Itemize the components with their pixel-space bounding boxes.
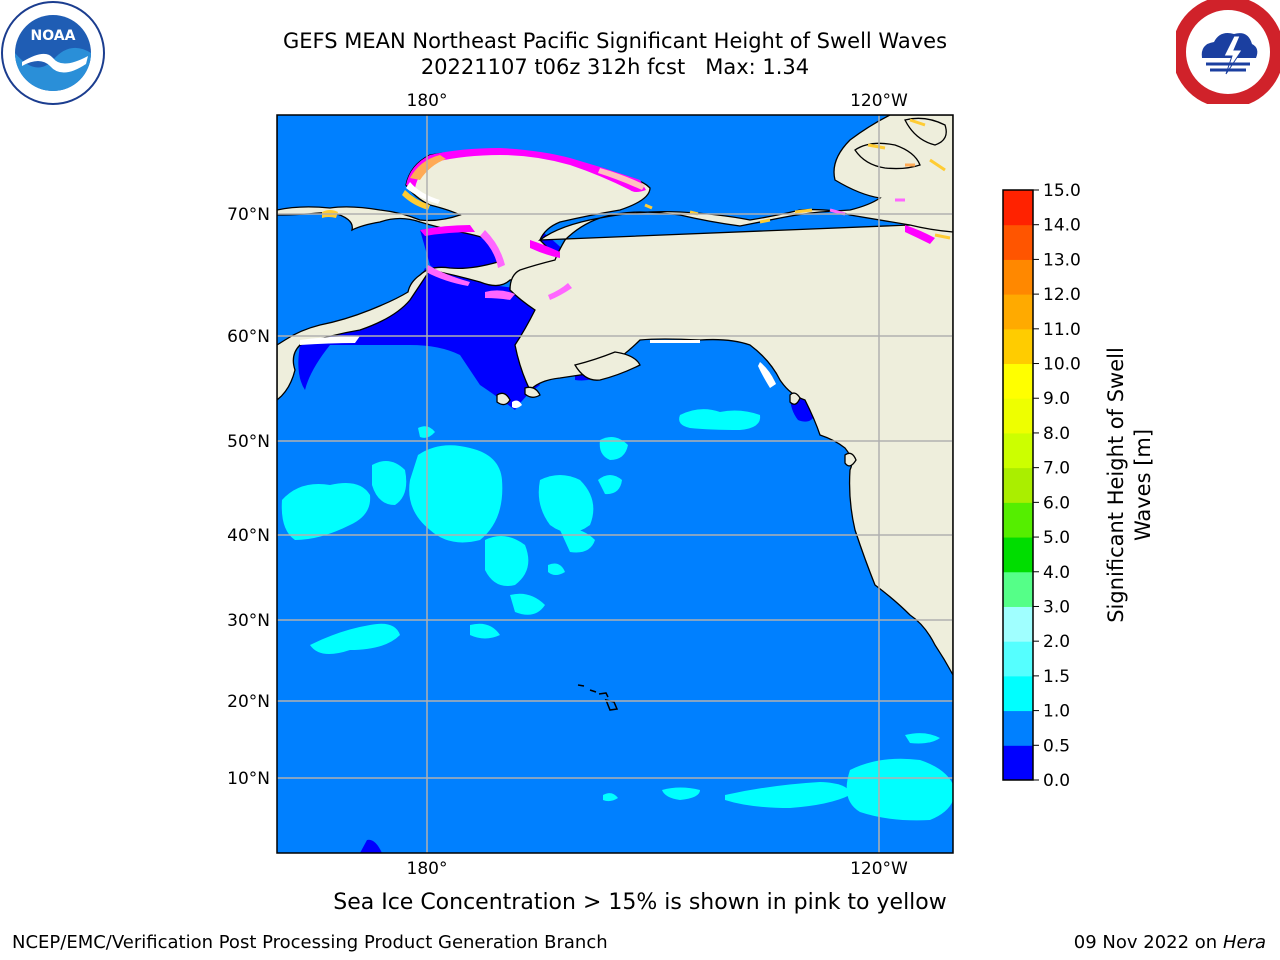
footer-date-text: 09 Nov 2022 on <box>1073 932 1218 953</box>
colorbar-tick-label: 8.0 <box>1043 424 1070 444</box>
colorbar-tick-label: 1.0 <box>1043 702 1070 722</box>
colorbar-segment <box>1003 294 1033 330</box>
colorbar-segment <box>1003 328 1033 365</box>
colorbar-tick-label: 10.0 <box>1043 355 1081 375</box>
colorbar-segment <box>1003 259 1033 295</box>
noaa-logo: NOAA <box>1 1 105 105</box>
colorbar-tick-label: 4.0 <box>1043 563 1070 583</box>
lat-label-40n: 40°N <box>227 526 270 546</box>
top-lon-label-120w: 120°W <box>850 91 908 111</box>
colorbar-segment <box>1003 710 1033 746</box>
lat-label-60n: 60°N <box>227 327 270 347</box>
footer-date: 09 Nov 2022 on Hera <box>1074 932 1266 953</box>
noaa-logo-text: NOAA <box>31 28 76 44</box>
nws-logo <box>1176 0 1280 104</box>
colorbar-segment <box>1003 502 1033 538</box>
colorbar-segment <box>1003 606 1033 642</box>
lat-label-10n: 10°N <box>227 769 270 789</box>
colorbar-segment <box>1003 398 1033 434</box>
colorbar-label-line2: Waves [m] <box>1131 429 1155 541</box>
colorbar-tick-label: 11.0 <box>1043 320 1081 340</box>
map-frame <box>276 114 954 854</box>
colorbar-tick-label: 0.5 <box>1043 736 1070 756</box>
lat-label-30n: 30°N <box>227 611 270 631</box>
colorbar-tick-label: 13.0 <box>1043 250 1081 270</box>
sea-ice-caption: Sea Ice Concentration > 15% is shown in … <box>333 890 947 915</box>
footer-host: Hera <box>1222 932 1266 953</box>
lat-label-50n: 50°N <box>227 432 270 452</box>
colorbar-tick-label: 5.0 <box>1043 528 1070 548</box>
chart-subtitle: 20221107 t06z 312h fcst Max: 1.34 <box>420 55 810 79</box>
colorbar-tick-label: 14.0 <box>1043 216 1081 236</box>
colorbar-frame <box>1002 189 1034 781</box>
colorbar-segment <box>1003 432 1033 469</box>
colorbar-tick-label: 12.0 <box>1043 285 1081 305</box>
colorbar-tick-label: 9.0 <box>1043 389 1070 409</box>
colorbar-segment <box>1003 537 1033 573</box>
colorbar-label-line1: Significant Height of Swell <box>1104 347 1128 623</box>
colorbar: 0.0 0.5 1.0 1.5 2.0 3.0 4.0 5.0 6.0 7.0 8.0 9.0 10.0… <box>1002 181 1081 791</box>
footer-credit: NCEP/EMC/Verification Post Processing Pr… <box>12 932 608 953</box>
no-data-areas <box>300 182 776 409</box>
map-panel <box>277 115 953 853</box>
colorbar-segment <box>1003 571 1033 607</box>
colorbar-tick-label: 7.0 <box>1043 459 1070 479</box>
chart-title: GEFS MEAN Northeast Pacific Significant … <box>282 29 948 53</box>
colorbar-tick-label: 0.0 <box>1043 771 1070 791</box>
bottom-lon-label-120w: 120°W <box>850 859 908 879</box>
colorbar-segment <box>1003 467 1033 503</box>
colorbar-segment <box>1003 224 1033 260</box>
swell-patches-1-1.5m <box>281 409 953 821</box>
colorbar-tick-label: 1.5 <box>1043 667 1070 687</box>
lat-label-70n: 70°N <box>227 205 270 225</box>
colorbar-tick-label: 3.0 <box>1043 597 1070 617</box>
sea-ice-band <box>322 118 951 300</box>
colorbar-tick-label: 2.0 <box>1043 632 1070 652</box>
colorbar-segment <box>1003 675 1033 712</box>
colorbar-tick-label: 15.0 <box>1043 181 1081 201</box>
colorbar-tick-label: 6.0 <box>1043 493 1070 513</box>
colorbar-segment <box>1003 363 1033 399</box>
map-gridlines <box>277 115 953 853</box>
lat-label-20n: 20°N <box>227 692 270 712</box>
colorbar-segment <box>1003 641 1033 677</box>
colorbar-segment <box>1003 190 1033 226</box>
bottom-lon-label-180: 180° <box>407 859 448 879</box>
top-lon-label-180: 180° <box>407 91 448 111</box>
colorbar-segment <box>1003 745 1033 781</box>
